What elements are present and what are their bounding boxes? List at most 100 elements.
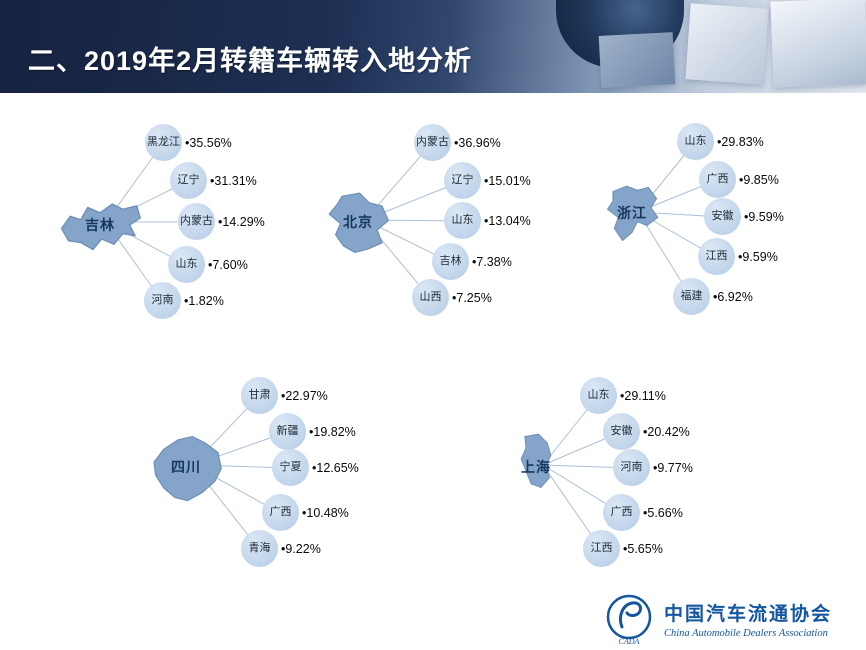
province-name: 内蒙古 (416, 136, 449, 149)
spoke: 吉林 •7.38% (432, 243, 512, 280)
spoke: 广西 •9.85% (699, 161, 779, 198)
province-node: 福建 (673, 278, 710, 315)
hub-label: 四川 (171, 459, 201, 475)
spoke: 宁夏 •12.65% (272, 449, 359, 486)
association-name-cn: 中国汽车流通协会 (664, 604, 833, 625)
province-name: 宁夏 (279, 461, 302, 474)
slide-header: 二、2019年2月转籍车辆转入地分析 (0, 0, 866, 93)
percentage-label: •6.92% (713, 289, 753, 304)
percentage-label: •15.01% (484, 173, 531, 188)
page-title: 二、2019年2月转籍车辆转入地分析 (28, 46, 473, 76)
province-name: 黑龙江 (147, 136, 180, 149)
province-node: 辽宁 (444, 162, 481, 199)
percentage-label: •7.38% (472, 254, 512, 269)
percentage-label: •7.25% (452, 290, 492, 305)
spoke: 福建 •6.92% (673, 278, 753, 315)
province-node: 辽宁 (170, 162, 207, 199)
percentage-label: •1.82% (184, 293, 224, 308)
province-node: 内蒙古 (178, 203, 215, 240)
province-node: 宁夏 (272, 449, 309, 486)
province-name: 山东 (587, 389, 610, 402)
province-name: 青海 (248, 542, 271, 555)
spoke: 安徽 •20.42% (603, 413, 690, 450)
percentage-label: •36.96% (454, 135, 501, 150)
province-name: 安徽 (610, 425, 633, 438)
percentage-label: •9.77% (653, 460, 693, 475)
spoke: 青海 •9.22% (241, 530, 321, 567)
percentage-label: •9.59% (744, 209, 784, 224)
spoke: 广西 •5.66% (603, 494, 683, 531)
province-name: 新疆 (276, 425, 299, 438)
province-name: 辽宁 (177, 174, 200, 187)
percentage-label: •14.29% (218, 214, 265, 229)
percentage-label: •12.65% (312, 460, 359, 475)
percentage-label: •9.59% (738, 249, 778, 264)
percentage-label: •22.97% (281, 388, 328, 403)
hub-map-sichuan: 四川 (146, 430, 226, 504)
province-node: 广西 (262, 494, 299, 531)
hub-label: 上海 (521, 459, 551, 475)
province-node: 江西 (698, 238, 735, 275)
percentage-label: •5.66% (643, 505, 683, 520)
spoke: 内蒙古 •36.96% (414, 124, 501, 161)
province-name: 吉林 (439, 255, 462, 268)
province-node: 安徽 (603, 413, 640, 450)
province-node: 江西 (583, 530, 620, 567)
spoke: 江西 •5.65% (583, 530, 663, 567)
spoke: 内蒙古 •14.29% (178, 203, 265, 240)
province-node: 山东 (444, 202, 481, 239)
province-name: 广西 (610, 506, 633, 519)
province-node: 河南 (613, 449, 650, 486)
province-name: 安徽 (711, 210, 734, 223)
percentage-label: •29.83% (717, 134, 764, 149)
province-name: 河南 (620, 461, 643, 474)
province-node: 山东 (580, 377, 617, 414)
percentage-label: •35.56% (185, 135, 232, 150)
spoke: 江西 •9.59% (698, 238, 778, 275)
logo-text: CADA (619, 637, 640, 646)
province-name: 江西 (590, 542, 613, 555)
province-node: 山东 (677, 123, 714, 160)
spoke: 广西 •10.48% (262, 494, 349, 531)
percentage-label: •9.22% (281, 541, 321, 556)
spoke: 山东 •29.83% (677, 123, 764, 160)
percentage-label: •5.65% (623, 541, 663, 556)
spoke: 山东 •13.04% (444, 202, 531, 239)
province-node: 山东 (168, 246, 205, 283)
province-name: 山东 (175, 258, 198, 271)
percentage-label: •7.60% (208, 257, 248, 272)
spoke: 安徽 •9.59% (704, 198, 784, 235)
percentage-label: •19.82% (309, 424, 356, 439)
spoke: 河南 •9.77% (613, 449, 693, 486)
association-name-en: China Automobile Dealers Association (664, 628, 828, 639)
province-node: 内蒙古 (414, 124, 451, 161)
hub-map-jilin: 吉林 (56, 190, 144, 260)
province-name: 广西 (706, 173, 729, 186)
province-node: 青海 (241, 530, 278, 567)
province-node: 广西 (699, 161, 736, 198)
province-name: 甘肃 (248, 389, 271, 402)
hub-label: 吉林 (85, 217, 115, 233)
hub-label: 北京 (343, 214, 373, 230)
province-name: 河南 (151, 294, 174, 307)
percentage-label: •31.31% (210, 173, 257, 188)
spoke: 山东 •7.60% (168, 246, 248, 283)
province-node: 甘肃 (241, 377, 278, 414)
hub-label: 浙江 (617, 205, 647, 221)
spoke: 辽宁 •31.31% (170, 162, 257, 199)
hub-map-zhejiang: 浙江 (598, 180, 666, 246)
province-node: 河南 (144, 282, 181, 319)
province-name: 福建 (680, 290, 703, 303)
hub-map-beijing: 北京 (318, 188, 398, 256)
cada-logo-icon: CADA (606, 594, 652, 646)
province-node: 黑龙江 (145, 124, 182, 161)
province-node: 山西 (412, 279, 449, 316)
province-name: 辽宁 (451, 174, 474, 187)
spoke: 山东 •29.11% (580, 377, 666, 414)
percentage-label: •9.85% (739, 172, 779, 187)
spoke: 黑龙江 •35.56% (145, 124, 232, 161)
province-name: 广西 (269, 506, 292, 519)
hub-map-shanghai: 上海 (505, 430, 567, 504)
province-name: 山西 (419, 291, 442, 304)
